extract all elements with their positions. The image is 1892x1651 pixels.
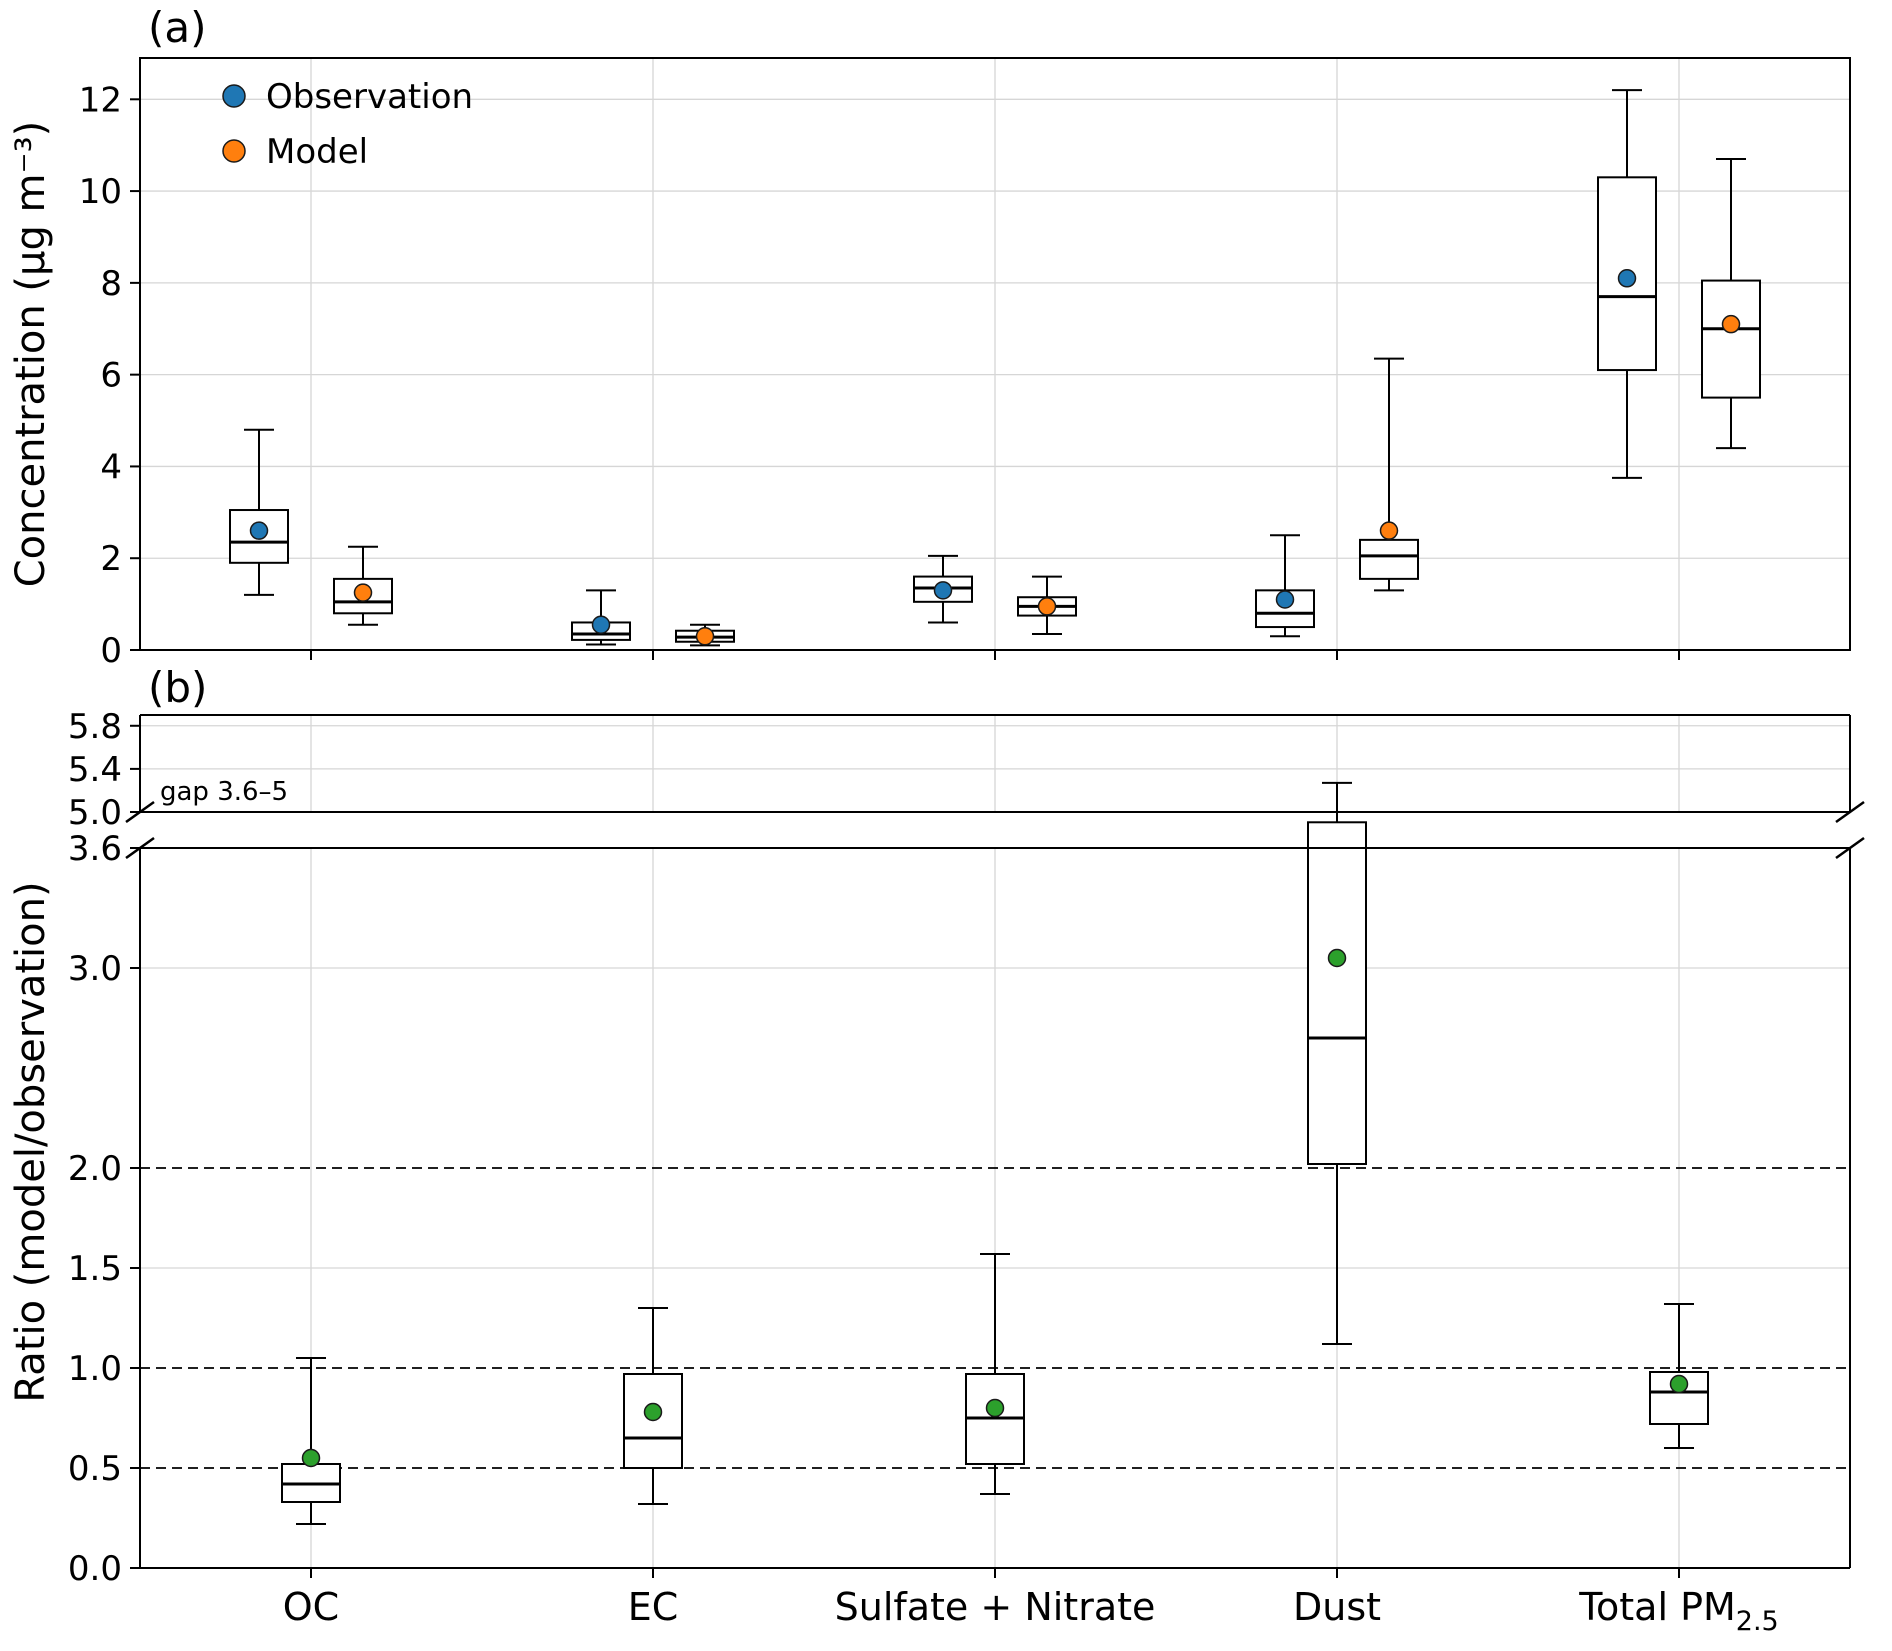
y-tick-label: 5.8 <box>68 707 122 747</box>
mean-dot <box>591 615 611 635</box>
y-tick-label: 5.0 <box>68 793 122 833</box>
axis-break-mark <box>1835 836 1865 860</box>
mean-dot <box>1327 948 1347 968</box>
panel-a-box-observation-4 <box>1597 89 1657 479</box>
chart-layers: 0 2 4 6 8 10 12 5.05.45.8 0.0 0.5 1.0 1.5 2.0 3.0 3.6 O… <box>68 57 1865 1637</box>
legend-label-model: Model <box>266 132 368 172</box>
legend-label-observation: Observation <box>266 77 473 117</box>
mean-dot <box>643 1402 663 1422</box>
mean-dot <box>1617 269 1637 288</box>
x-category-label: Dust <box>1293 1585 1381 1629</box>
iqr-box <box>1307 821 1367 1165</box>
mean-dot <box>1275 590 1295 609</box>
panel-a-box-observation-1 <box>571 589 631 646</box>
y-tick-label: 3.0 <box>68 949 122 989</box>
panel-b-box-2 <box>965 1253 1025 1495</box>
mean-dot <box>985 1398 1005 1418</box>
mean-dot <box>1037 597 1057 616</box>
panel-a-box-model-2 <box>1017 575 1077 635</box>
panel-b-label: (b) <box>148 663 207 712</box>
mean-dot <box>1721 314 1741 334</box>
y-tick-label: 12 <box>79 80 122 120</box>
panel-a-box-model-3 <box>1359 357 1419 592</box>
legend: Observation Model <box>222 77 473 172</box>
panel-a-box-observation-2 <box>913 554 973 624</box>
y-tick-label: 2 <box>100 539 122 579</box>
mean-dot <box>249 521 269 540</box>
mean-dot <box>1379 521 1399 540</box>
y-tick-label: 1.5 <box>68 1249 122 1289</box>
iqr-box <box>1359 538 1419 580</box>
y-tick-label: 4 <box>100 447 122 487</box>
y-tick-label: 2.0 <box>68 1149 122 1189</box>
y-tick-label: 1.0 <box>68 1349 122 1389</box>
x-category-label: Sulfate + Nitrate <box>835 1585 1156 1629</box>
y-tick-label: 0.5 <box>68 1449 122 1489</box>
panel-b-box-4 <box>1649 1303 1709 1449</box>
axis-gap-annotation: gap 3.6–5 <box>160 777 288 807</box>
panel-b-box-3 <box>1307 781 1367 1345</box>
mean-dot <box>301 1448 321 1468</box>
panel-a-label: (a) <box>148 3 207 52</box>
panel-a-box-model-1 <box>675 623 735 647</box>
y-tick-label: 6 <box>100 356 122 396</box>
axis-break-mark <box>1835 800 1865 824</box>
mean-dot <box>695 626 715 646</box>
y-tick-label: 0 <box>100 631 122 671</box>
x-category-label: Total PM2.5 <box>1578 1585 1778 1637</box>
legend-marker-observation <box>222 84 246 108</box>
legend-marker-model <box>222 139 246 163</box>
panel-a-box-model-0 <box>333 545 393 626</box>
x-category-label: OC <box>283 1585 339 1629</box>
panel-b-box-1 <box>623 1307 683 1505</box>
panel-a-box-model-4 <box>1701 157 1761 450</box>
y-tick-label: 0.0 <box>68 1549 122 1589</box>
mean-dot <box>353 583 373 602</box>
x-category-label: EC <box>628 1585 679 1629</box>
mean-dot <box>933 581 953 600</box>
y-tick-label: 8 <box>100 264 122 304</box>
y-tick-label: 3.6 <box>68 829 122 869</box>
y-axis-label-concentration: Concentration (µg m⁻³) <box>8 121 54 588</box>
iqr-box <box>1701 279 1761 399</box>
y-tick-label: 10 <box>79 172 122 212</box>
panel-a-box-observation-0 <box>229 428 289 596</box>
mean-dot <box>1669 1374 1689 1394</box>
y-tick-label: 5.4 <box>68 750 122 790</box>
panel-b-box-0 <box>281 1357 341 1525</box>
y-axis-label-ratio: Ratio (model/observation) <box>8 881 54 1402</box>
panel-a-box-observation-3 <box>1255 534 1315 638</box>
